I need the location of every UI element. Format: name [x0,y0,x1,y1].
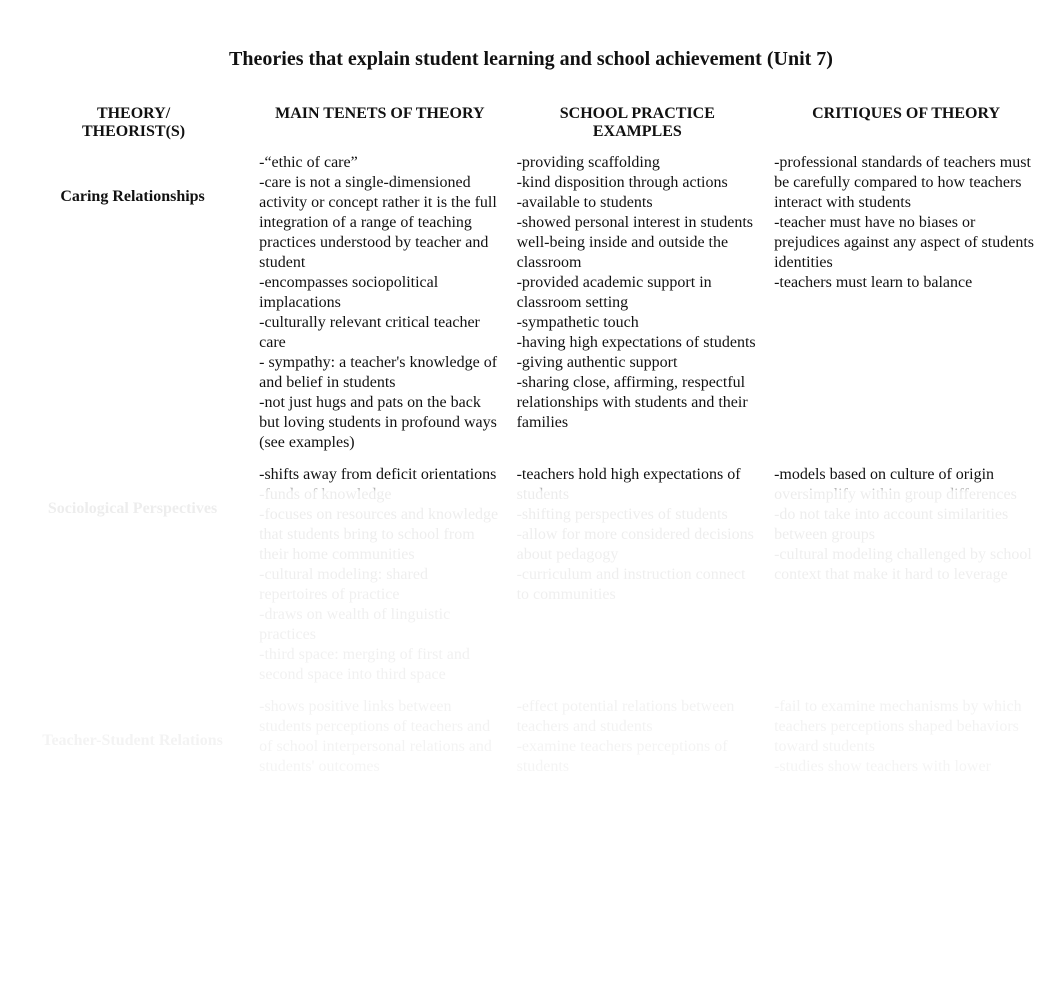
table-body: Caring Relationships -“ethic of care” -c… [16,147,1046,783]
bullet: -available to students [517,193,756,213]
bullet: -effect potential relations between teac… [517,697,756,737]
bullet: -sharing close, affirming, respectful re… [517,373,756,433]
col-header-examples-line2: EXAMPLES [593,123,682,140]
bullet: -draws on wealth of linguistic practices [259,605,498,645]
bullet: -shifting perspectives of students [517,505,756,525]
row-label: Teacher-Student Relations [16,691,251,783]
page-title: Theories that explain student learning a… [16,48,1046,71]
bullet: -allow for more considered decisions abo… [517,525,756,565]
col-header-examples-line1: SCHOOL PRACTICE [560,105,715,122]
table-row: Teacher-Student Relations -shows positiv… [16,691,1046,783]
bullet: -not just hugs and pats on the back but … [259,393,498,453]
bullet: -care is not a single-dimensioned activi… [259,173,498,273]
bullet: -fail to examine mechanisms by which tea… [774,697,1036,757]
bullet: -shows positive links between students p… [259,697,498,777]
bullet: -having high expectations of students [517,333,756,353]
cell-critiques: -fail to examine mechanisms by which tea… [766,691,1046,783]
col-header-tenets: MAIN TENETS OF THEORY [251,99,508,147]
col-header-critiques: CRITIQUES OF THEORY [766,99,1046,147]
cell-critiques: -models based on culture of origin overs… [766,459,1046,691]
table-row: Caring Relationships -“ethic of care” -c… [16,147,1046,459]
cell-examples: -effect potential relations between teac… [509,691,766,783]
bullet: -cultural modeling: shared repertoires o… [259,565,498,605]
col-header-examples: SCHOOL PRACTICE EXAMPLES [509,99,766,147]
bullet: -showed personal interest in students we… [517,213,756,273]
bullet: -providing scaffolding [517,153,756,173]
bullet: -giving authentic support [517,353,756,373]
bullet: -teachers hold high expectations of stud… [517,465,756,505]
bullet: -teachers must learn to balance [774,273,1036,293]
cell-tenets: -“ethic of care” -care is not a single-d… [251,147,508,459]
bullet: -“ethic of care” [259,153,498,173]
cell-critiques: -professional standards of teachers must… [766,147,1046,459]
col-header-theory: THEORY/ THEORIST(S) [16,99,251,147]
bullet: -third space: merging of first and secon… [259,645,498,685]
bullet: -kind disposition through actions [517,173,756,193]
cell-examples: -teachers hold high expectations of stud… [509,459,766,691]
bullet: -professional standards of teachers must… [774,153,1036,213]
col-header-theory-line2: THEORIST(S) [82,123,185,140]
bullet: -focuses on resources and knowledge that… [259,505,498,565]
table-row: Sociological Perspectives -shifts away f… [16,459,1046,691]
cell-examples: -providing scaffolding -kind disposition… [509,147,766,459]
bullet: -curriculum and instruction connect to c… [517,565,756,605]
bullet: -models based on culture of origin overs… [774,465,1036,505]
table-header-row: THEORY/ THEORIST(S) MAIN TENETS OF THEOR… [16,99,1046,147]
col-header-theory-line1: THEORY/ [97,105,170,122]
bullet: -sympathetic touch [517,313,756,333]
bullet: -studies show teachers with lower [774,757,1036,777]
bullet: -shifts away from deficit orientations [259,465,498,485]
bullet: -examine teachers perceptions of student… [517,737,756,777]
bullet: -funds of knowledge [259,485,498,505]
bullet: -cultural modeling challenged by school … [774,545,1036,585]
bullet: -teacher must have no biases or prejudic… [774,213,1036,273]
row-label: Sociological Perspectives [16,459,251,691]
bullet: -provided academic support in classroom … [517,273,756,313]
bullet: -do not take into account similarities b… [774,505,1036,545]
bullet: -encompasses sociopolitical implacations [259,273,498,313]
cell-tenets: -shows positive links between students p… [251,691,508,783]
cell-tenets: -shifts away from deficit orientations -… [251,459,508,691]
page: Theories that explain student learning a… [0,0,1062,1001]
row-label: Caring Relationships [16,147,251,459]
theories-table: THEORY/ THEORIST(S) MAIN TENETS OF THEOR… [16,99,1046,783]
bullet: - sympathy: a teacher's knowledge of and… [259,353,498,393]
bullet: -culturally relevant critical teacher ca… [259,313,498,353]
